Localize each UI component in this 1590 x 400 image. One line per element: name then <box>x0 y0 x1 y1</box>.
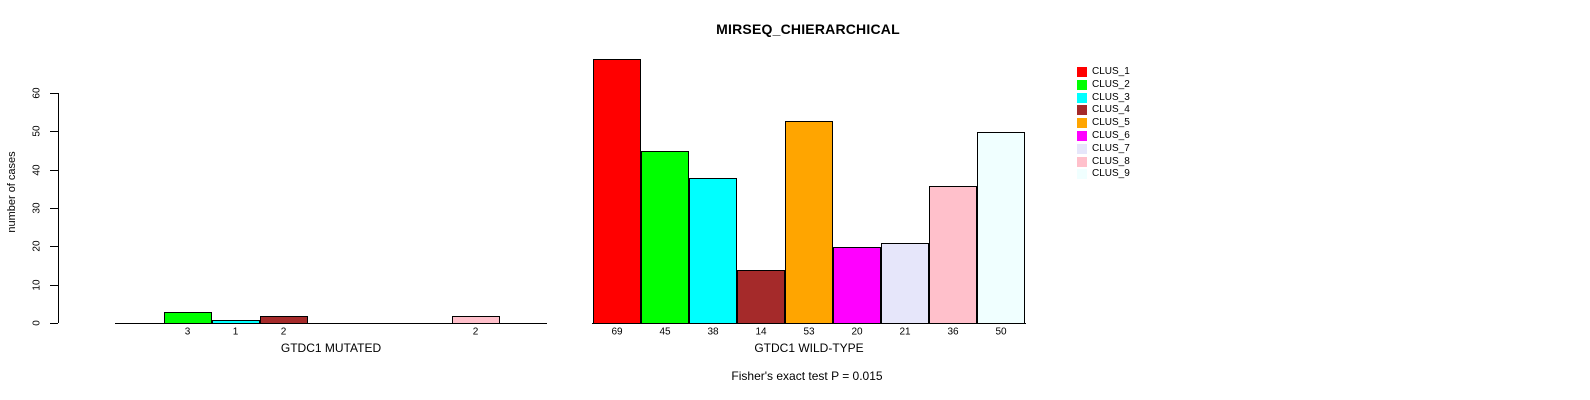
legend-label: CLUS_4 <box>1092 104 1130 116</box>
legend-swatch <box>1077 131 1087 141</box>
bar <box>593 59 641 324</box>
bar <box>929 186 977 324</box>
bar-value-label: 2 <box>472 326 479 338</box>
bar <box>211 320 260 324</box>
bar <box>689 178 737 324</box>
y-axis-tick <box>50 284 58 286</box>
bar-value-label: 14 <box>755 326 767 338</box>
y-axis-line <box>58 93 59 323</box>
bar-value-label: 38 <box>707 326 719 338</box>
y-axis-tick <box>50 246 58 248</box>
y-axis-tick <box>50 131 58 133</box>
legend-swatch <box>1077 169 1087 180</box>
y-axis-tick-label: 60 <box>31 87 43 99</box>
legend-label: CLUS_8 <box>1092 155 1130 167</box>
legend-swatch <box>1077 79 1087 90</box>
legend-swatch <box>1077 143 1087 154</box>
legend-label: CLUS_3 <box>1092 91 1130 103</box>
legend-swatch <box>1077 105 1087 116</box>
bar <box>451 316 500 324</box>
y-axis-tick-label: 30 <box>31 202 43 214</box>
bar-value-label: 50 <box>995 326 1007 338</box>
bar <box>881 243 929 324</box>
legend-label: CLUS_1 <box>1092 66 1130 77</box>
bar <box>641 151 689 324</box>
y-axis-tick-label: 50 <box>31 125 43 137</box>
x-axis-title: GTDC1 MUTATED <box>280 341 382 355</box>
bar <box>977 132 1025 324</box>
y-axis-tick-label: 40 <box>31 164 43 176</box>
x-axis-title: GTDC1 WILD-TYPE <box>754 341 864 355</box>
legend-label: CLUS_6 <box>1092 130 1130 141</box>
y-axis-tick <box>50 93 58 94</box>
bar-value-label: 20 <box>851 326 863 338</box>
legend-swatch <box>1077 67 1087 77</box>
legend-label: CLUS_5 <box>1092 117 1130 129</box>
y-axis-tick-label: 0 <box>31 320 43 326</box>
legend-swatch <box>1077 156 1087 167</box>
bar-value-label: 69 <box>611 326 623 338</box>
bar <box>833 247 881 324</box>
legend-label: CLUS_7 <box>1092 142 1130 154</box>
legend-label: CLUS_9 <box>1092 168 1130 180</box>
bar-value-label: 3 <box>184 326 191 338</box>
y-axis-tick <box>50 323 58 324</box>
y-axis-tick-label: 20 <box>31 240 43 252</box>
y-axis-tick-label: 10 <box>31 279 43 291</box>
x-axis-line <box>115 323 547 324</box>
bar <box>259 316 308 324</box>
y-axis-tick <box>50 169 58 171</box>
legend-swatch <box>1077 118 1087 129</box>
legend-swatch <box>1077 92 1087 103</box>
bar-value-label: 36 <box>947 326 959 338</box>
bar <box>163 312 212 324</box>
y-axis-label: number of cases <box>6 151 18 233</box>
y-axis-tick <box>50 208 58 209</box>
bar-value-label: 21 <box>899 326 911 338</box>
bar <box>785 121 833 324</box>
bar-value-label: 2 <box>280 326 287 338</box>
legend-label: CLUS_2 <box>1092 78 1130 90</box>
bar-value-label: 53 <box>803 326 815 338</box>
bar-value-label: 45 <box>659 326 671 338</box>
chart-title: MIRSEQ_CHIERARCHICAL <box>716 21 900 37</box>
bar <box>737 270 785 324</box>
bar-value-label: 1 <box>232 326 239 338</box>
annotation-text: Fisher's exact test P = 0.015 <box>731 369 883 383</box>
